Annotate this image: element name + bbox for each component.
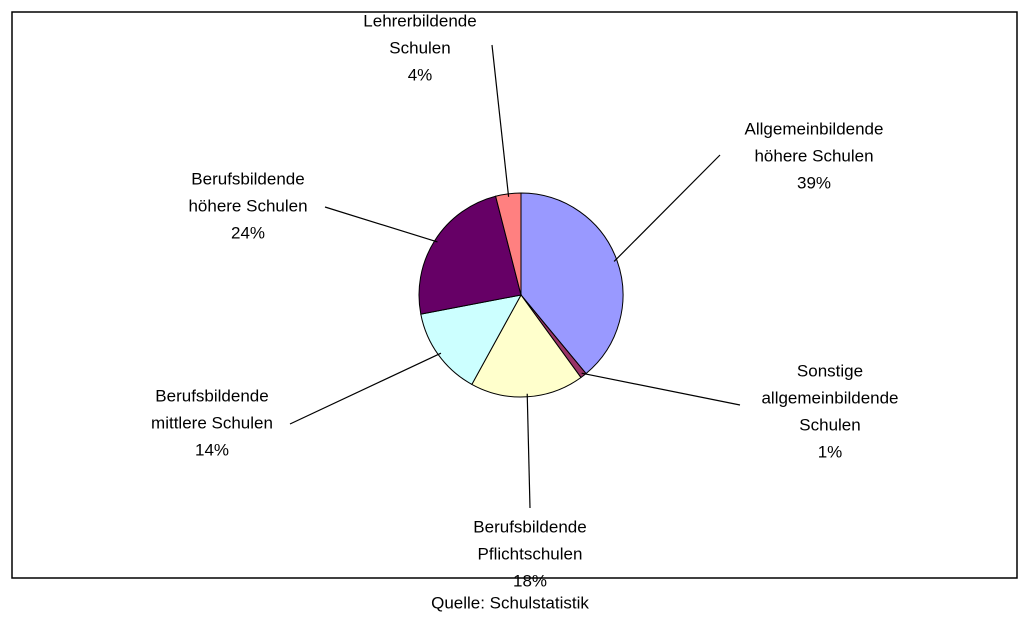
slice-label: Berufsbildende xyxy=(191,169,304,188)
slice-label: Berufsbildende xyxy=(473,517,586,536)
slice-label: Lehrerbildende xyxy=(363,11,476,30)
slice-label: Schulen xyxy=(389,38,450,57)
slice-label: höhere Schulen xyxy=(188,196,307,215)
value-label: 18% xyxy=(513,571,547,590)
slice-label: Allgemeinbildende xyxy=(745,119,884,138)
leader-line xyxy=(526,393,531,509)
value-label: 39% xyxy=(797,173,831,192)
slice-label: höhere Schulen xyxy=(754,146,873,165)
value-label: 1% xyxy=(818,442,843,461)
leader-line xyxy=(613,154,721,262)
source-note: Quelle: Schulstatistik xyxy=(431,593,589,612)
slice-label: Schulen xyxy=(799,415,860,434)
slice-label: allgemeinbildende xyxy=(761,388,898,407)
leader-line xyxy=(324,206,438,243)
pie-slice xyxy=(520,192,624,375)
leader-line xyxy=(581,372,741,406)
slice-label: Pflichtschulen xyxy=(478,544,583,563)
slice-label: Berufsbildende xyxy=(155,386,268,405)
slice-label: Sonstige xyxy=(797,361,863,380)
slice-label: mittlere Schulen xyxy=(151,413,273,432)
value-label: 14% xyxy=(195,440,229,459)
pie-slice xyxy=(418,195,522,315)
value-label: 4% xyxy=(408,65,433,84)
value-label: 24% xyxy=(231,223,265,242)
leader-line xyxy=(491,44,510,197)
leader-line xyxy=(289,352,442,425)
